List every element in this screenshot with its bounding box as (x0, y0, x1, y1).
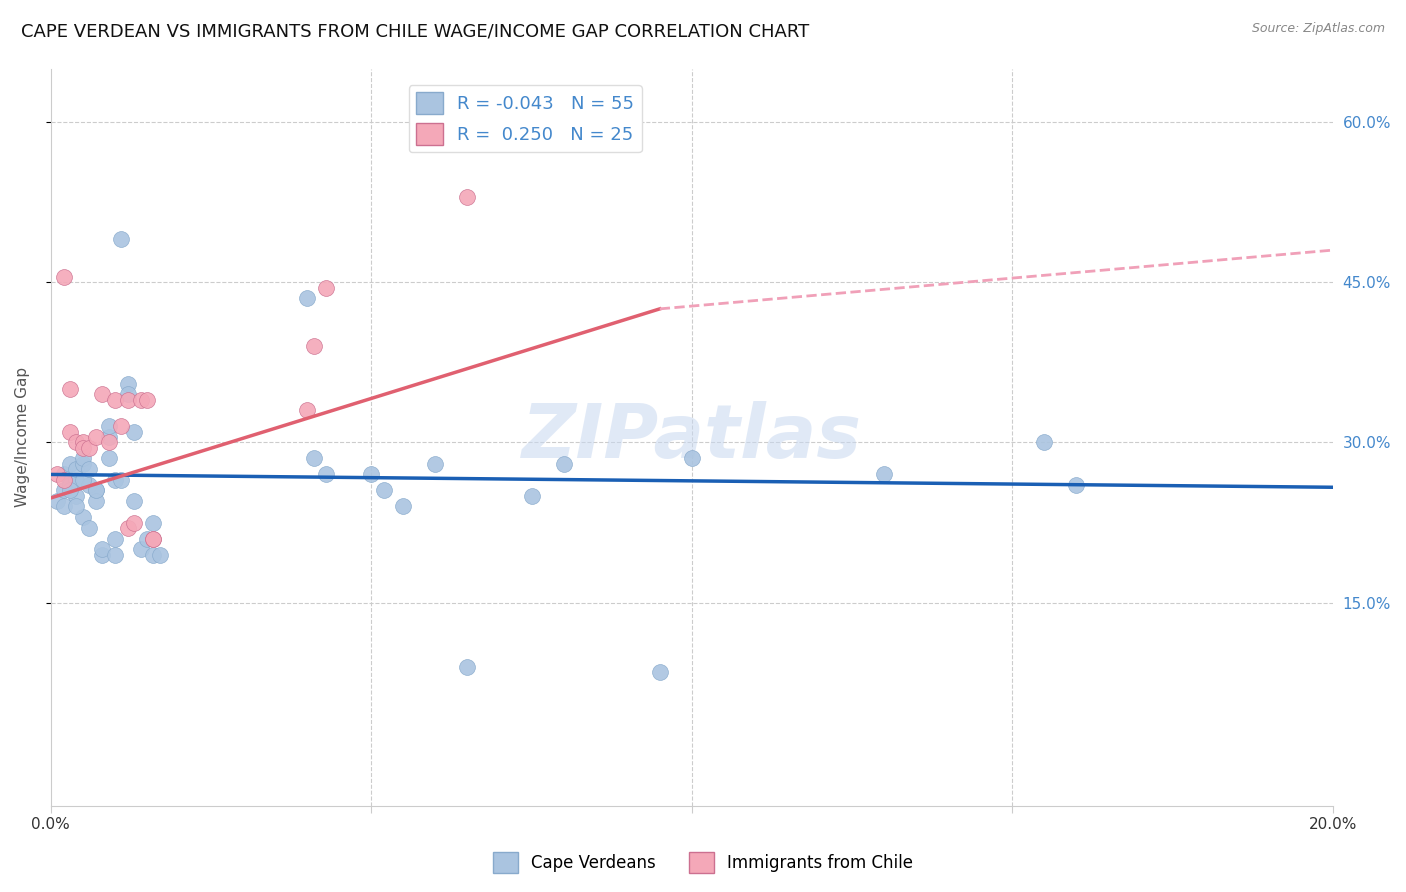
Point (91, 542, 114, 557)
Point (59, 478, 82, 492)
Point (79, 462, 101, 476)
Point (297, 403, 319, 417)
Point (1033, 435, 1056, 450)
Point (142, 532, 165, 546)
Point (297, 291, 319, 305)
Point (52, 500, 75, 514)
Point (72, 441, 94, 455)
Point (315, 467, 337, 482)
Point (65, 462, 87, 476)
Point (65, 489, 87, 503)
Point (136, 532, 159, 546)
Point (360, 467, 382, 482)
Y-axis label: Wage/Income Gap: Wage/Income Gap (15, 367, 30, 508)
Point (72, 473, 94, 487)
Point (97, 435, 120, 450)
Point (392, 500, 415, 514)
Point (104, 532, 127, 546)
Point (129, 542, 152, 557)
Point (117, 387, 139, 401)
Point (79, 521, 101, 535)
Point (59, 425, 82, 439)
Point (456, 659, 478, 673)
Point (681, 451, 703, 466)
Legend: R = -0.043   N = 55, R =  0.250   N = 25: R = -0.043 N = 55, R = 0.250 N = 25 (409, 85, 641, 153)
Point (52, 483, 75, 498)
Point (84, 483, 107, 498)
Point (110, 232, 132, 246)
Point (520, 489, 543, 503)
Text: ZIPatlas: ZIPatlas (522, 401, 862, 474)
Point (122, 425, 145, 439)
Point (52, 269, 75, 284)
Point (79, 441, 101, 455)
Point (142, 548, 165, 562)
Point (59, 457, 82, 471)
Point (104, 473, 127, 487)
Point (65, 500, 87, 514)
Point (52, 473, 75, 487)
Point (97, 419, 120, 434)
Point (315, 280, 337, 294)
Point (110, 419, 132, 434)
Text: CAPE VERDEAN VS IMMIGRANTS FROM CHILE WAGE/INCOME GAP CORRELATION CHART: CAPE VERDEAN VS IMMIGRANTS FROM CHILE WA… (21, 22, 810, 40)
Point (136, 392, 159, 407)
Text: Source: ZipAtlas.com: Source: ZipAtlas.com (1251, 22, 1385, 36)
Point (59, 483, 82, 498)
Point (52, 467, 75, 482)
Point (122, 516, 145, 530)
Point (65, 473, 87, 487)
Point (456, 190, 478, 204)
Point (873, 467, 896, 482)
Point (84, 494, 107, 508)
Point (104, 392, 127, 407)
Point (302, 451, 325, 466)
Point (142, 516, 165, 530)
Point (425, 457, 447, 471)
Point (65, 435, 87, 450)
Point (72, 435, 94, 450)
Point (72, 457, 94, 471)
Point (84, 483, 107, 498)
Point (129, 392, 152, 407)
Point (84, 430, 107, 444)
Point (553, 457, 575, 471)
Point (97, 430, 120, 444)
Point (104, 548, 127, 562)
Point (302, 339, 325, 353)
Point (1066, 478, 1088, 492)
Point (117, 521, 139, 535)
Point (72, 451, 94, 466)
Point (59, 382, 82, 396)
Point (46, 467, 69, 482)
Point (97, 451, 120, 466)
Point (117, 376, 139, 391)
Point (117, 392, 139, 407)
Point (91, 548, 114, 562)
Point (142, 532, 165, 546)
Point (110, 473, 132, 487)
Point (79, 478, 101, 492)
Point (373, 483, 395, 498)
Point (122, 494, 145, 508)
Point (91, 387, 114, 401)
Point (149, 548, 172, 562)
Legend: Cape Verdeans, Immigrants from Chile: Cape Verdeans, Immigrants from Chile (486, 846, 920, 880)
Point (46, 494, 69, 508)
Point (648, 665, 671, 679)
Point (72, 510, 94, 524)
